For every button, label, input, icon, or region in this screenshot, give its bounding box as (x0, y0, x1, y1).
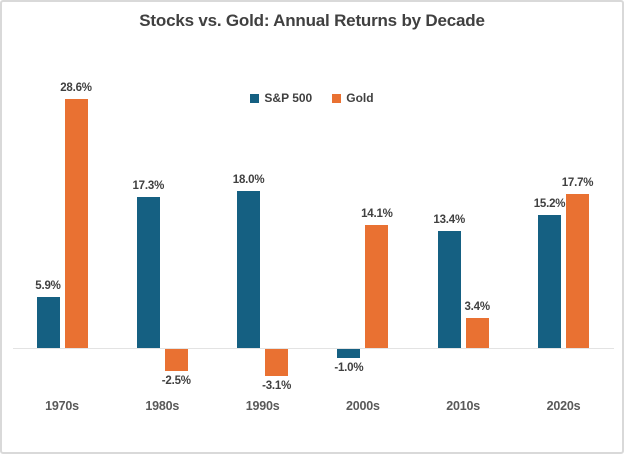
bar-sp500 (237, 191, 261, 348)
category-label: 1970s (45, 399, 79, 413)
legend: S&P 500 Gold (2, 91, 622, 105)
bar-gold (566, 193, 589, 348)
bar-sp500 (136, 197, 160, 348)
legend-swatch-gold-icon (332, 93, 342, 103)
legend-label-sp500: S&P 500 (264, 91, 313, 105)
value-label: 15.2% (533, 198, 566, 211)
value-label: 14.1% (361, 208, 393, 221)
value-label: 13.4% (433, 214, 465, 227)
legend-label-gold: Gold (346, 91, 374, 105)
bar-sp500 (437, 231, 461, 348)
value-label: 17.7% (561, 176, 594, 189)
x-axis-line (13, 348, 614, 349)
bar-gold (365, 225, 389, 348)
legend-item-sp500: S&P 500 (250, 91, 312, 105)
bar-gold (265, 349, 289, 377)
value-label: -3.1% (262, 380, 292, 393)
bar-gold (465, 318, 489, 348)
category-label: 2000s (346, 399, 380, 413)
bar-sp500 (538, 215, 561, 348)
value-label: 5.9% (35, 279, 61, 292)
legend-item-gold: Gold (332, 91, 374, 105)
value-label: -1.0% (334, 361, 364, 374)
bar-gold (164, 349, 188, 371)
value-label: 28.6% (60, 81, 92, 94)
value-label: 18.0% (232, 174, 265, 187)
bar-sp500 (36, 296, 60, 348)
bar-sp500 (337, 349, 361, 358)
value-label: -2.5% (161, 374, 191, 387)
chart-title: Stocks vs. Gold: Annual Returns by Decad… (139, 11, 485, 30)
category-label: 1980s (145, 399, 180, 413)
bar-gold (64, 98, 88, 348)
value-label: 3.4% (464, 301, 490, 314)
legend-swatch-sp500-icon (250, 93, 260, 103)
value-label: 17.3% (132, 180, 165, 193)
category-label: 2020s (546, 399, 581, 413)
category-label: 1990s (245, 399, 280, 413)
category-label: 2010s (446, 399, 481, 413)
